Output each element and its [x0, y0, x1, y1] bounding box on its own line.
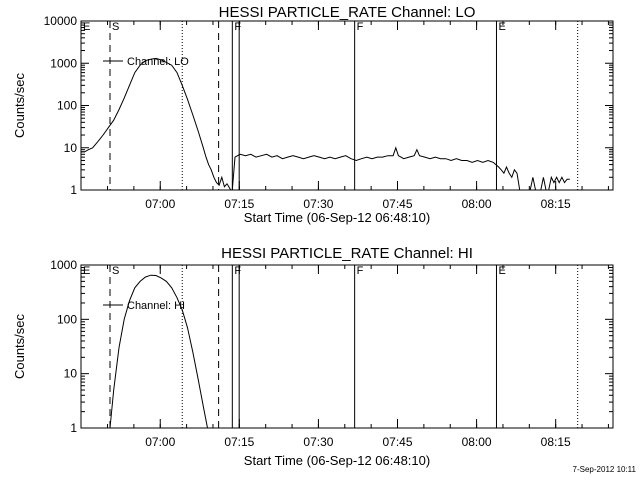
x-tick-label: 07:00 — [145, 435, 175, 449]
event-marker-label: E — [83, 21, 90, 33]
x-tick-label: 08:15 — [541, 435, 571, 449]
event-marker-label: F — [234, 265, 241, 277]
x-tick-label: 08:00 — [462, 197, 492, 211]
x-tick-label: 07:45 — [382, 197, 412, 211]
event-marker-label: S — [112, 21, 119, 33]
event-marker-label: E — [83, 265, 90, 277]
y-tick-label: 1000 — [50, 258, 77, 272]
event-marker-label: F — [357, 21, 364, 33]
series-line-hi — [109, 274, 208, 429]
y-axis-label: Counts/sec — [12, 72, 27, 138]
x-tick-label: 07:30 — [303, 197, 333, 211]
event-marker-label: E — [498, 21, 505, 33]
x-tick-label: 07:45 — [382, 435, 412, 449]
y-tick-label: 1 — [70, 421, 77, 435]
x-axis-label: Start Time (06-Sep-12 06:48:10) — [244, 210, 430, 225]
event-marker-label: E — [498, 265, 505, 277]
event-marker-label: S — [112, 265, 119, 277]
y-tick-label: 1000 — [50, 56, 77, 70]
series-line-lo — [81, 57, 570, 191]
y-tick-label: 100 — [57, 99, 77, 113]
legend-label: Channel: LO — [127, 56, 189, 68]
y-tick-label: 1 — [70, 183, 77, 197]
y-tick-label: 10 — [64, 141, 78, 155]
y-tick-label: 10000 — [44, 14, 78, 28]
event-marker-label: F — [234, 21, 241, 33]
y-axis-label: Counts/sec — [12, 313, 27, 379]
plot-frame — [80, 264, 614, 429]
x-axis-label: Start Time (06-Sep-12 06:48:10) — [244, 453, 430, 468]
event-marker-label: F — [357, 265, 364, 277]
plot-frame — [80, 20, 614, 191]
x-tick-label: 07:30 — [303, 435, 333, 449]
panel-hi-channel: HESSI PARTICLE_RATE Channel: HI 1 10 100 100… — [12, 245, 614, 468]
legend-label: Channel: HI — [127, 300, 185, 312]
y-tick-label: 10 — [64, 367, 78, 381]
panel-lo-channel: HESSI PARTICLE_RATE Channel: LO 1 10 100 100… — [12, 4, 614, 225]
chart-title: HESSI PARTICLE_RATE Channel: LO — [219, 4, 476, 21]
x-tick-label: 07:15 — [224, 197, 254, 211]
y-tick-label: 100 — [57, 312, 77, 326]
footer-timestamp: 7-Sep-2012 10:11 — [573, 465, 637, 474]
x-tick-label: 08:15 — [541, 197, 571, 211]
x-tick-label: 07:15 — [224, 435, 254, 449]
x-tick-label: 08:00 — [462, 435, 492, 449]
x-tick-label: 07:00 — [145, 197, 175, 211]
chart-title: HESSI PARTICLE_RATE Channel: HI — [221, 245, 473, 262]
